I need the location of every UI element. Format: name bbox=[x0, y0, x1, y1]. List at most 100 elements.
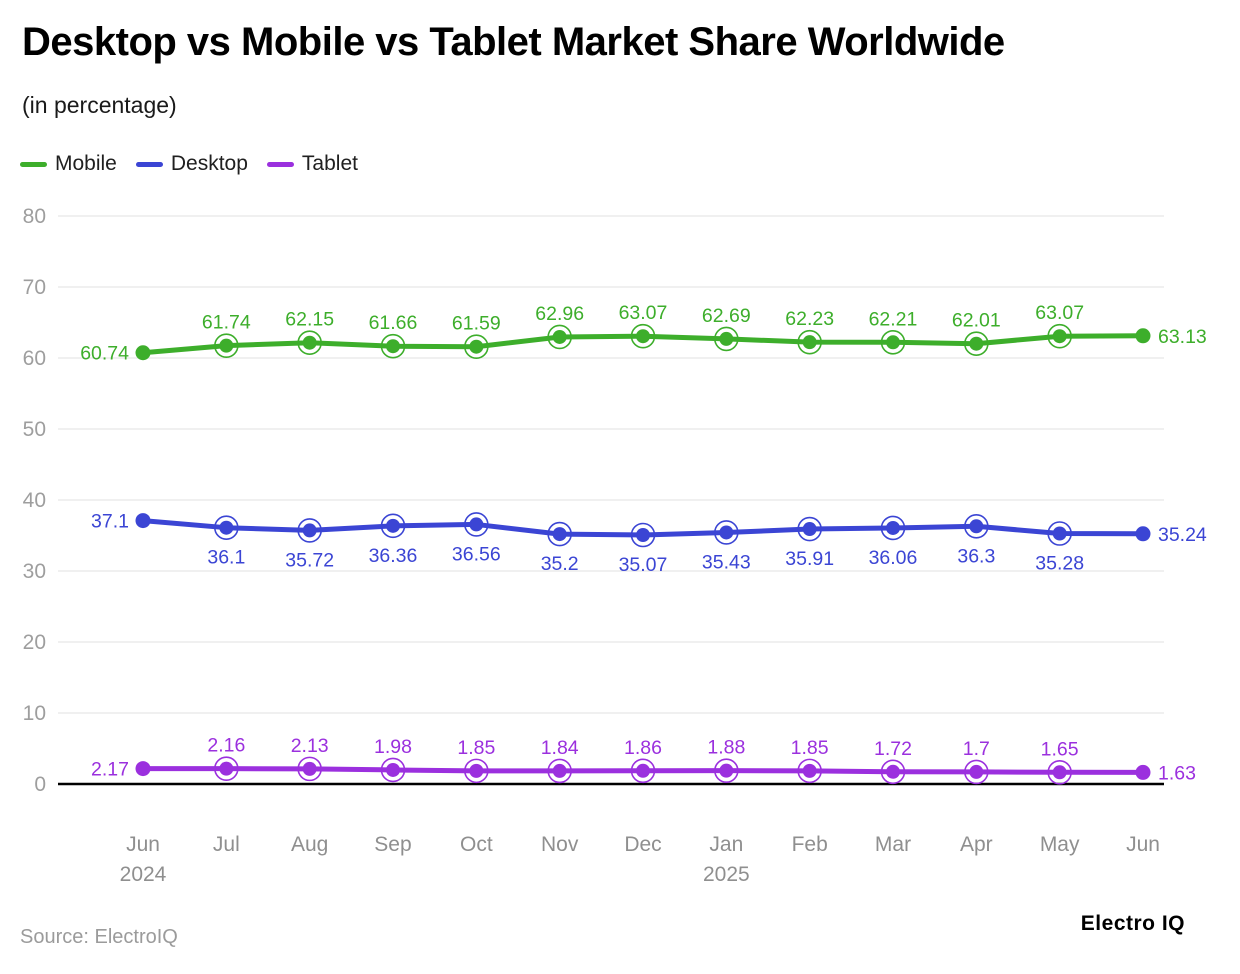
mobile-point-ring-1 bbox=[214, 333, 239, 358]
desktop-point-8 bbox=[802, 522, 817, 537]
tablet-point-ring-3 bbox=[380, 757, 406, 783]
tablet-point-ring-4 bbox=[464, 758, 489, 784]
desktop-value-label-3: 36.36 bbox=[369, 545, 418, 567]
tablet-point-ring-2 bbox=[297, 756, 322, 782]
tablet-point-4 bbox=[469, 763, 484, 778]
tablet-value-label-4: 1.85 bbox=[457, 737, 495, 759]
desktop-point-ring-11 bbox=[1047, 521, 1072, 546]
y-tick-label-60: 60 bbox=[23, 347, 46, 370]
desktop-point-0 bbox=[135, 513, 151, 529]
legend-label-tablet: Tablet bbox=[301, 152, 358, 175]
desktop-point-ring-9 bbox=[880, 515, 906, 541]
tablet-value-label-2: 2.13 bbox=[291, 735, 329, 757]
legend-item-desktop: Desktop bbox=[135, 152, 248, 176]
tablet-value-label-8: 1.85 bbox=[791, 737, 829, 759]
mobile-point-3 bbox=[385, 339, 400, 354]
mobile-point-ring-9 bbox=[880, 330, 906, 355]
desktop-point-ring-5 bbox=[547, 521, 572, 547]
brand-logo: Electro IQ bbox=[1080, 912, 1185, 935]
mobile-value-label-1: 61.74 bbox=[202, 312, 251, 334]
mobile-value-label-5: 62.96 bbox=[535, 303, 584, 325]
mobile-point-ring-4 bbox=[464, 334, 489, 360]
tablet-point-ring-6 bbox=[630, 758, 656, 784]
desktop-point-ring-7 bbox=[714, 520, 739, 545]
mobile-point-ring-6 bbox=[630, 323, 656, 349]
legend-item-mobile: Mobile bbox=[20, 152, 117, 176]
legend-item-tablet: Tablet bbox=[266, 152, 358, 176]
x-tick-label-dec-6: Dec bbox=[624, 833, 661, 856]
desktop-value-label-1: 36.1 bbox=[207, 547, 245, 569]
tablet-value-label-6: 1.86 bbox=[624, 737, 662, 759]
mobile-point-ring-3 bbox=[380, 333, 406, 359]
x-tick-label-jan-7: Jan bbox=[709, 833, 743, 856]
tablet-value-label-10: 1.7 bbox=[963, 738, 990, 760]
tablet-point-7 bbox=[719, 763, 734, 778]
tablet-point-ring-9 bbox=[880, 759, 906, 785]
mobile-line-swatch-icon bbox=[20, 161, 47, 167]
mobile-value-label-0: 60.74 bbox=[80, 343, 129, 365]
tablet-point-10 bbox=[969, 764, 984, 779]
desktop-point-3 bbox=[385, 518, 400, 533]
tablet-point-11 bbox=[1052, 765, 1067, 780]
y-tick-label-0: 0 bbox=[34, 773, 46, 796]
x-tick-label-aug-2: Aug bbox=[291, 833, 328, 856]
mobile-value-label-10: 62.01 bbox=[952, 310, 1001, 332]
mobile-value-label-12: 63.13 bbox=[1158, 326, 1207, 348]
x-tick-sublabel-2025: 2025 bbox=[703, 863, 750, 886]
mobile-point-ring-7 bbox=[714, 326, 739, 352]
line-chart: 0 10 20 30 40 50 60 70 80 Jun 2024 Jul Aug Sep Oct Nov D… bbox=[23, 205, 1207, 886]
y-tick-label-80: 80 bbox=[23, 205, 46, 228]
desktop-point-10 bbox=[969, 519, 984, 534]
mobile-value-label-4: 61.59 bbox=[452, 313, 501, 335]
legend-label-mobile: Mobile bbox=[55, 152, 117, 175]
tablet-value-label-9: 1.72 bbox=[874, 738, 912, 760]
x-tick-label-jul-1: Jul bbox=[213, 833, 240, 856]
tablet-point-0 bbox=[135, 761, 151, 777]
mobile-point-ring-8 bbox=[797, 329, 822, 355]
y-tick-label-20: 20 bbox=[23, 631, 46, 654]
mobile-value-label-3: 61.66 bbox=[369, 312, 418, 334]
tablet-value-label-0: 2.17 bbox=[91, 759, 129, 781]
mobile-point-7 bbox=[719, 331, 734, 346]
desktop-value-label-10: 36.3 bbox=[957, 545, 995, 567]
tablet-value-label-3: 1.98 bbox=[374, 736, 412, 758]
desktop-value-label-6: 35.07 bbox=[619, 554, 668, 576]
desktop-value-label-7: 35.43 bbox=[702, 551, 751, 573]
x-tick-label-apr-10: Apr bbox=[960, 833, 993, 856]
mobile-point-ring-2 bbox=[297, 330, 322, 356]
tablet-point-ring-7 bbox=[714, 758, 739, 783]
tablet-point-ring-11 bbox=[1047, 759, 1072, 785]
desktop-point-9 bbox=[885, 520, 900, 535]
desktop-point-4 bbox=[469, 517, 484, 532]
mobile-point-ring-10 bbox=[964, 331, 989, 357]
tablet-point-12 bbox=[1135, 764, 1151, 780]
desktop-point-7 bbox=[719, 525, 734, 540]
tablet-value-label-11: 1.65 bbox=[1041, 738, 1079, 760]
desktop-value-label-8: 35.91 bbox=[785, 548, 834, 570]
desktop-point-12 bbox=[1135, 526, 1151, 542]
mobile-point-9 bbox=[885, 335, 900, 350]
mobile-value-label-7: 62.69 bbox=[702, 305, 751, 327]
mobile-value-label-9: 62.21 bbox=[869, 308, 918, 330]
desktop-line-swatch-icon bbox=[135, 161, 163, 167]
desktop-point-5 bbox=[552, 527, 567, 542]
mobile-point-ring-5 bbox=[547, 324, 572, 350]
desktop-value-label-12: 35.24 bbox=[1158, 524, 1207, 546]
mobile-value-label-2: 62.15 bbox=[285, 309, 334, 331]
mobile-point-6 bbox=[635, 329, 650, 344]
desktop-point-ring-6 bbox=[630, 522, 656, 548]
desktop-point-1 bbox=[219, 520, 234, 535]
tablet-point-6 bbox=[635, 763, 650, 778]
x-tick-label-may-11: May bbox=[1040, 833, 1080, 856]
desktop-value-label-9: 36.06 bbox=[869, 547, 918, 569]
desktop-point-2 bbox=[302, 523, 317, 538]
tablet-value-label-1: 2.16 bbox=[207, 735, 245, 757]
x-tick-sublabel-2024: 2024 bbox=[120, 863, 167, 886]
mobile-value-label-6: 63.07 bbox=[619, 302, 668, 324]
tablet-point-1 bbox=[219, 761, 234, 776]
x-tick-label-jun-0: Jun bbox=[126, 833, 160, 856]
mobile-point-11 bbox=[1052, 329, 1067, 344]
desktop-point-ring-3 bbox=[380, 513, 406, 539]
mobile-point-1 bbox=[219, 338, 234, 353]
